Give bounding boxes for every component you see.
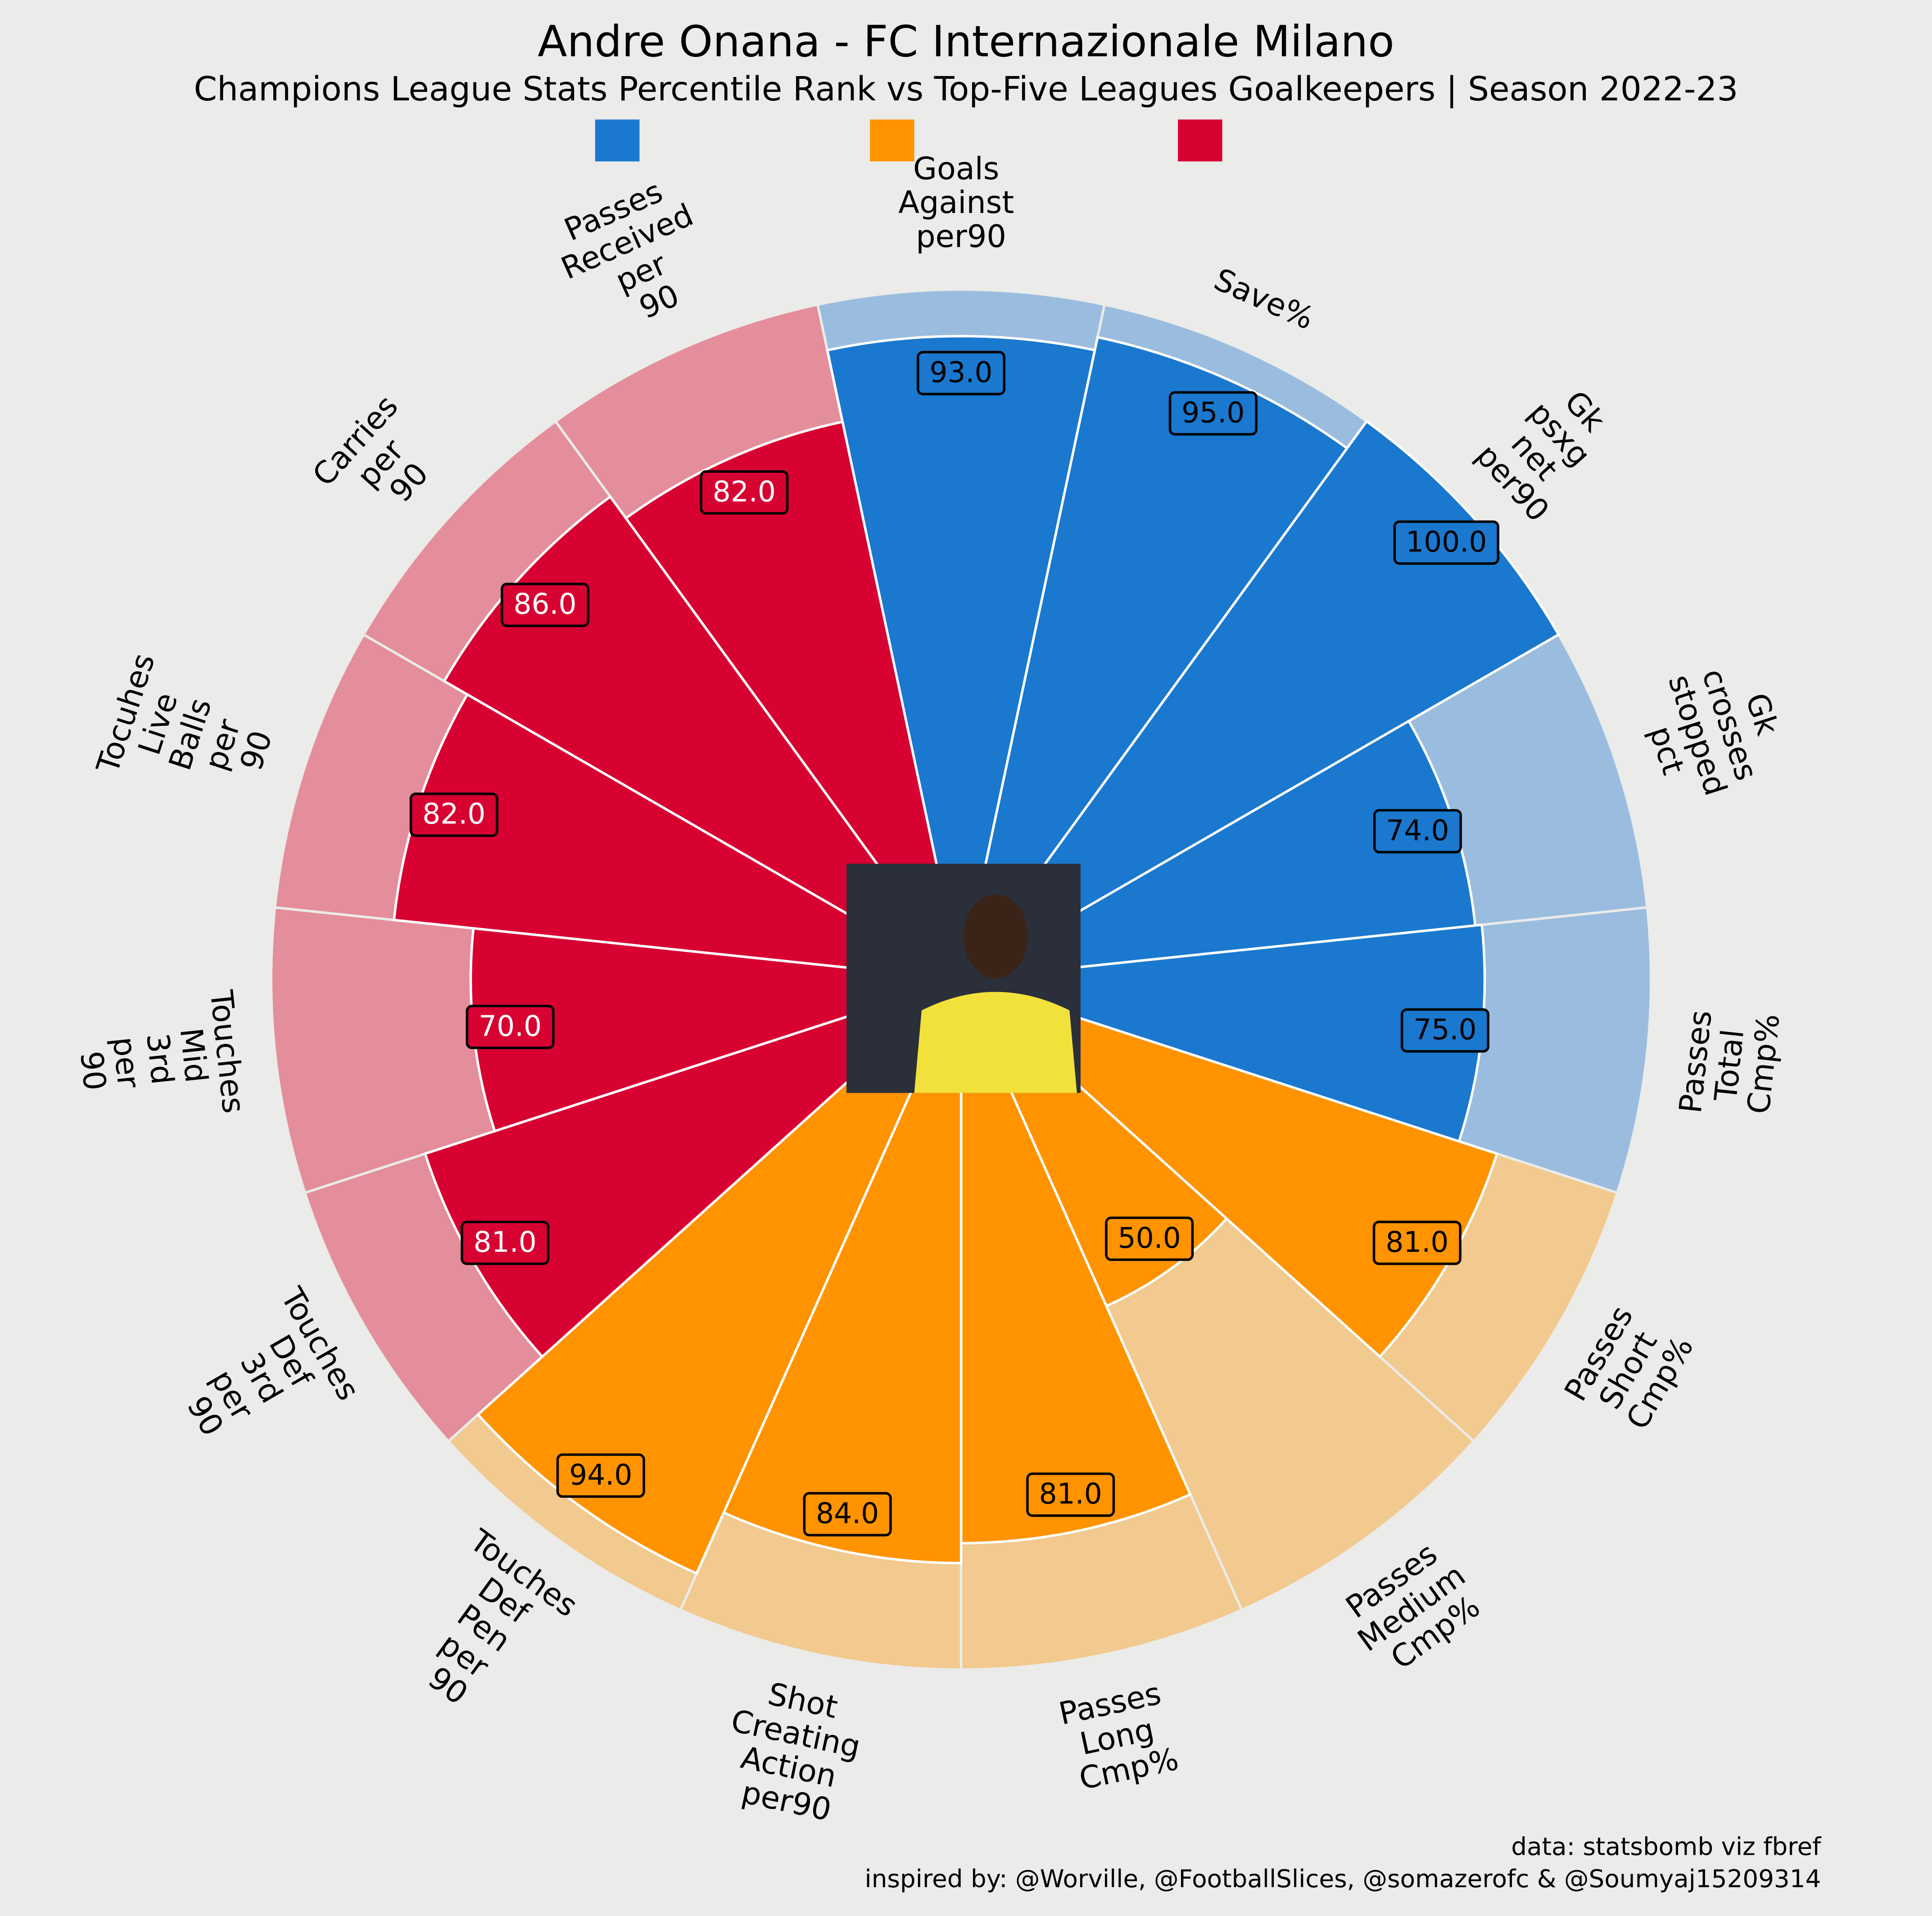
value-label: 82.0 xyxy=(422,797,485,830)
value-label: 81.0 xyxy=(1385,1226,1448,1259)
legend-swatch xyxy=(870,119,914,162)
value-label-box xyxy=(917,351,1006,395)
param-label: Passes Long Cmp% xyxy=(1056,1674,1188,1798)
value-label-box xyxy=(466,1005,555,1049)
param-label: Goals Against per90 xyxy=(898,151,1024,255)
param-label: Passes Total Cmp% xyxy=(1673,999,1787,1122)
value-label-box xyxy=(700,470,789,515)
value-label: 50.0 xyxy=(1118,1222,1181,1255)
param-label: Passes Received per 90 xyxy=(542,162,735,349)
param-label: Tocuhes Live Balls per 90 xyxy=(90,640,294,820)
value-label: 86.0 xyxy=(513,588,576,621)
value-label: 70.0 xyxy=(479,1010,542,1042)
value-label-box xyxy=(1105,1216,1194,1261)
credit: data: statsbomb viz fbref xyxy=(1511,1832,1822,1861)
value-label: 84.0 xyxy=(816,1497,879,1530)
value-label-box xyxy=(1372,1220,1461,1265)
value-label: 74.0 xyxy=(1386,814,1449,847)
value-label: 82.0 xyxy=(713,475,776,508)
value-label-box xyxy=(1026,1472,1115,1517)
legend-swatch xyxy=(595,119,640,162)
value-label-box xyxy=(501,583,590,627)
value-label: 100.0 xyxy=(1406,525,1487,558)
chart-subtitle: Champions League Stats Percentile Rank v… xyxy=(194,70,1738,109)
value-label: 75.0 xyxy=(1413,1013,1476,1046)
value-label-box xyxy=(1373,809,1462,854)
value-label: 94.0 xyxy=(569,1459,632,1491)
value-label-box xyxy=(461,1220,550,1265)
value-label: 81.0 xyxy=(1039,1477,1102,1510)
value-label-box xyxy=(556,1453,645,1498)
credit: inspired by: @Worville, @FootballSlices,… xyxy=(865,1864,1821,1893)
value-label-box xyxy=(803,1492,892,1536)
value-label-box xyxy=(409,793,498,837)
param-label: Touches Mid 3rd per 90 xyxy=(68,988,252,1139)
legend-swatch xyxy=(1178,119,1222,162)
value-label: 95.0 xyxy=(1181,396,1244,429)
chart-title: Andre Onana - FC Internazionale Milano xyxy=(538,16,1394,67)
value-label-box xyxy=(1168,391,1258,436)
player-photo xyxy=(846,864,1081,1093)
value-label-box xyxy=(1400,1008,1489,1053)
value-label: 81.0 xyxy=(474,1226,537,1259)
value-label-box xyxy=(1393,520,1499,565)
value-label: 93.0 xyxy=(930,356,993,389)
